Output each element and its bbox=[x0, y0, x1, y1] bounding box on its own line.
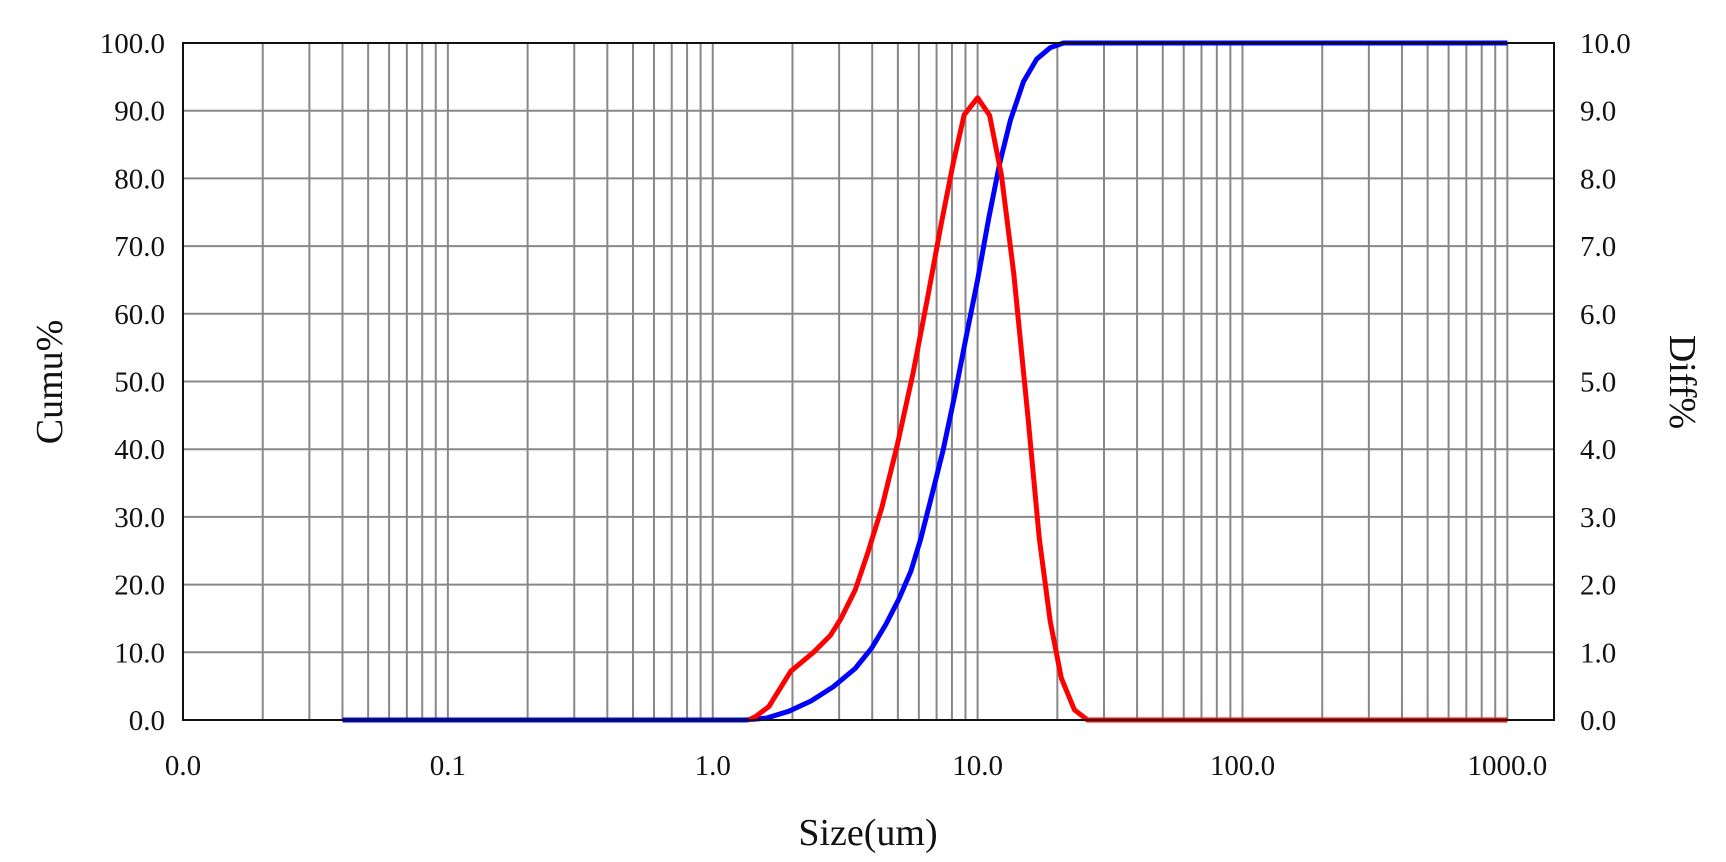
y2-axis-title: Diff% bbox=[1661, 335, 1703, 429]
y2-tick-label: 6.0 bbox=[1580, 299, 1616, 331]
x-tick-label: 1000.0 bbox=[1467, 750, 1547, 782]
y2-tick-label: 2.0 bbox=[1580, 570, 1616, 602]
y2-tick-labels: 0.0 1.0 2.0 3.0 4.0 5.0 6.0 7.0 8.0 9.0 10.0 bbox=[1580, 28, 1631, 737]
y-tick-label: 0.0 bbox=[129, 705, 165, 737]
y-tick-label: 100.0 bbox=[100, 28, 165, 60]
series-layer bbox=[342, 40, 1508, 723]
plot-frame bbox=[182, 42, 1555, 721]
y2-tick-label: 1.0 bbox=[1580, 637, 1616, 669]
grid bbox=[183, 43, 1554, 720]
x-tick-label: 10.0 bbox=[952, 750, 1003, 782]
y2-tick-label: 4.0 bbox=[1580, 434, 1616, 466]
x-tick-label: 1.0 bbox=[695, 750, 731, 782]
x-tick-label: 0.0 bbox=[165, 750, 201, 782]
series-line-cumu bbox=[342, 40, 1508, 723]
x-tick-labels: 0.0 0.1 1.0 10.0 100.0 1000.0 bbox=[165, 750, 1547, 782]
x-axis-title: Size(um) bbox=[798, 812, 937, 854]
y-tick-label: 20.0 bbox=[114, 570, 165, 602]
y-tick-label: 80.0 bbox=[114, 163, 165, 195]
y-tick-label: 60.0 bbox=[114, 299, 165, 331]
y-axis-title: Cumu% bbox=[29, 320, 71, 445]
y2-tick-label: 8.0 bbox=[1580, 163, 1616, 195]
y-tick-label: 50.0 bbox=[114, 367, 165, 399]
y-tick-label: 90.0 bbox=[114, 96, 165, 128]
x-tick-label: 100.0 bbox=[1210, 750, 1275, 782]
x-tick-label: 0.1 bbox=[430, 750, 466, 782]
y-tick-label: 30.0 bbox=[114, 502, 165, 534]
y2-tick-label: 9.0 bbox=[1580, 96, 1616, 128]
y2-tick-label: 10.0 bbox=[1580, 28, 1631, 60]
y-tick-labels: 0.0 10.0 20.0 30.0 40.0 50.0 60.0 70.0 80.0 90.0 1… bbox=[100, 28, 165, 737]
y-tick-label: 10.0 bbox=[114, 637, 165, 669]
y2-tick-label: 0.0 bbox=[1580, 705, 1616, 737]
y-tick-label: 40.0 bbox=[114, 434, 165, 466]
y-tick-label: 70.0 bbox=[114, 231, 165, 263]
y2-tick-label: 3.0 bbox=[1580, 502, 1616, 534]
y2-tick-label: 7.0 bbox=[1580, 231, 1616, 263]
y2-tick-label: 5.0 bbox=[1580, 367, 1616, 399]
series-line-diff bbox=[747, 95, 1508, 723]
